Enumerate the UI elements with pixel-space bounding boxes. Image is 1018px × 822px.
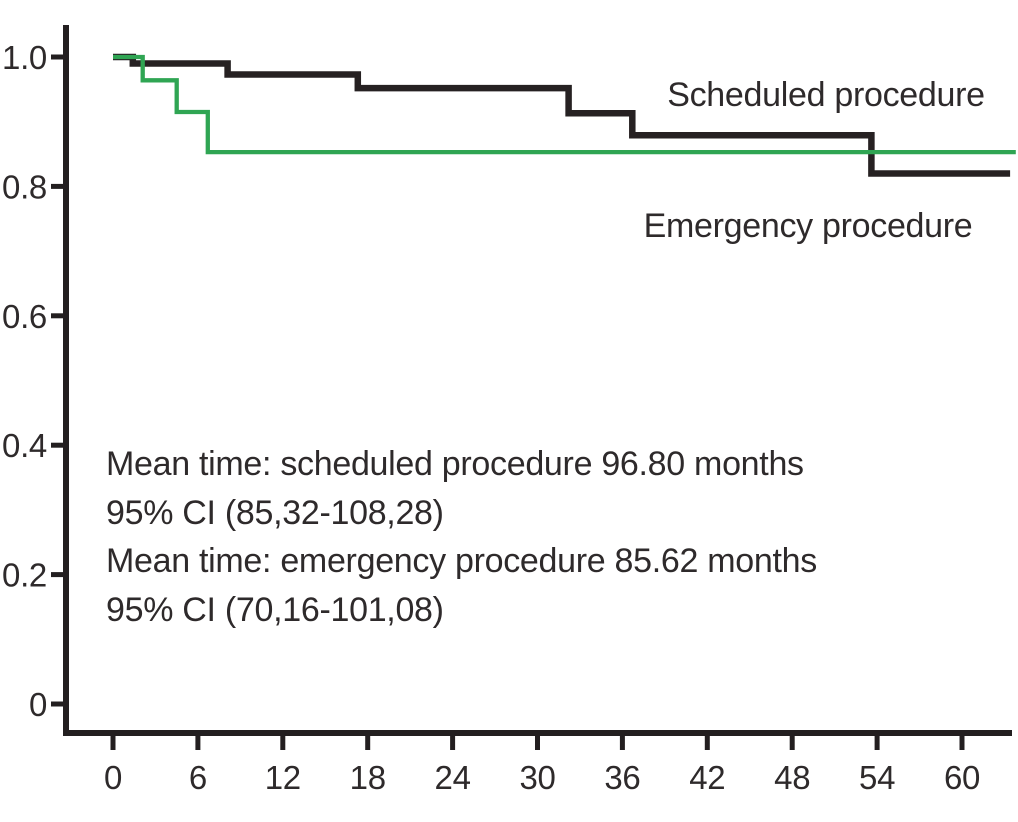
y-tick-label: 0.6 [2,298,47,335]
y-tick-label: 0.4 [2,427,47,464]
annotation-line-scheduled-mean: Mean time: scheduled procedure 96.80 mon… [106,445,804,483]
x-tick-label: 0 [104,759,122,796]
curve-emergency-procedure [113,54,1016,155]
x-tick-label: 12 [265,759,301,796]
y-tick-label: 0.8 [2,168,47,205]
x-tick-label: 24 [435,759,471,796]
emergency-curve-label: Emergency procedure [643,207,973,245]
y-tick-label: 1.0 [2,39,47,76]
scheduled-curve-label: Scheduled procedure [667,76,985,114]
curve-scheduled-procedure [113,53,1011,177]
x-tick-label: 36 [604,759,640,796]
x-tick-label: 6 [189,759,207,796]
x-tick-label: 18 [350,759,386,796]
x-tick-label: 48 [774,759,810,796]
x-tick-label: 30 [519,759,555,796]
y-tick-label: 0 [29,686,47,723]
x-tick-label: 60 [944,759,980,796]
annotation-line-emergency-mean: Mean time: emergency procedure 85.62 mon… [106,542,817,580]
x-tick-label: 42 [689,759,725,796]
annotation-line-scheduled-ci: 95% CI (85,32-108,28) [106,493,444,532]
x-tick-label: 54 [859,759,895,796]
y-tick-label: 0.2 [2,557,47,594]
mean-time-annotation: Mean time: scheduled procedure 96.80 mon… [106,440,817,634]
annotation-line-emergency-ci: 95% CI (70,16-101,08) [106,590,444,629]
